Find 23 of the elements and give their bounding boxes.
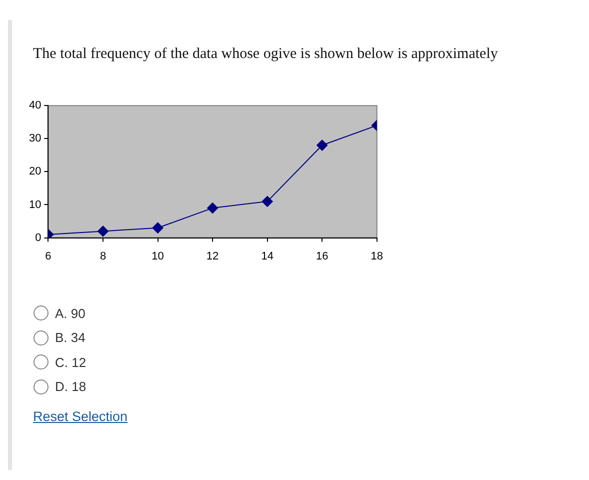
y-tick-label: 30 bbox=[28, 132, 42, 145]
text: Reset Selection bbox=[33, 409, 128, 424]
text: D. 18 bbox=[55, 379, 86, 394]
y-tick-label: 20 bbox=[28, 166, 42, 178]
text: C. 12 bbox=[55, 354, 86, 370]
x-tick-label: 12 bbox=[206, 250, 219, 262]
y-tick-label: 40 bbox=[28, 100, 42, 112]
text: B. 34 bbox=[55, 330, 86, 346]
x-tick-label: 10 bbox=[152, 250, 164, 262]
text: A. 90 bbox=[55, 306, 86, 321]
x-tick-label: 16 bbox=[316, 250, 328, 262]
point bbox=[207, 202, 218, 214]
x-tick-label: 8 bbox=[100, 250, 106, 262]
y-tick-label: 0 bbox=[35, 232, 42, 244]
x-tick-label: 18 bbox=[370, 250, 384, 262]
point bbox=[152, 222, 164, 234]
x-tick-label: 6 bbox=[45, 250, 52, 262]
x-tick-label: 14 bbox=[261, 250, 274, 262]
chart-title: The total frequency of the data whose ogive is shown below is approximately bbox=[33, 46, 498, 63]
y-tick-label: 10 bbox=[28, 198, 42, 211]
point bbox=[98, 226, 109, 237]
point bbox=[262, 196, 273, 207]
point bbox=[316, 140, 328, 151]
